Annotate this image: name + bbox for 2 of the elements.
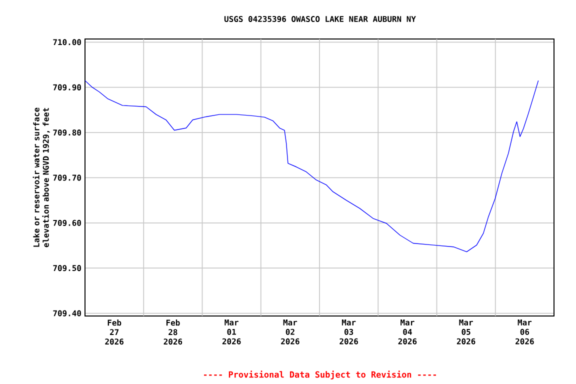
text: ---- Provisional Data Subject to Revision ---- (204, 370, 436, 380)
line-series (85, 80, 539, 252)
